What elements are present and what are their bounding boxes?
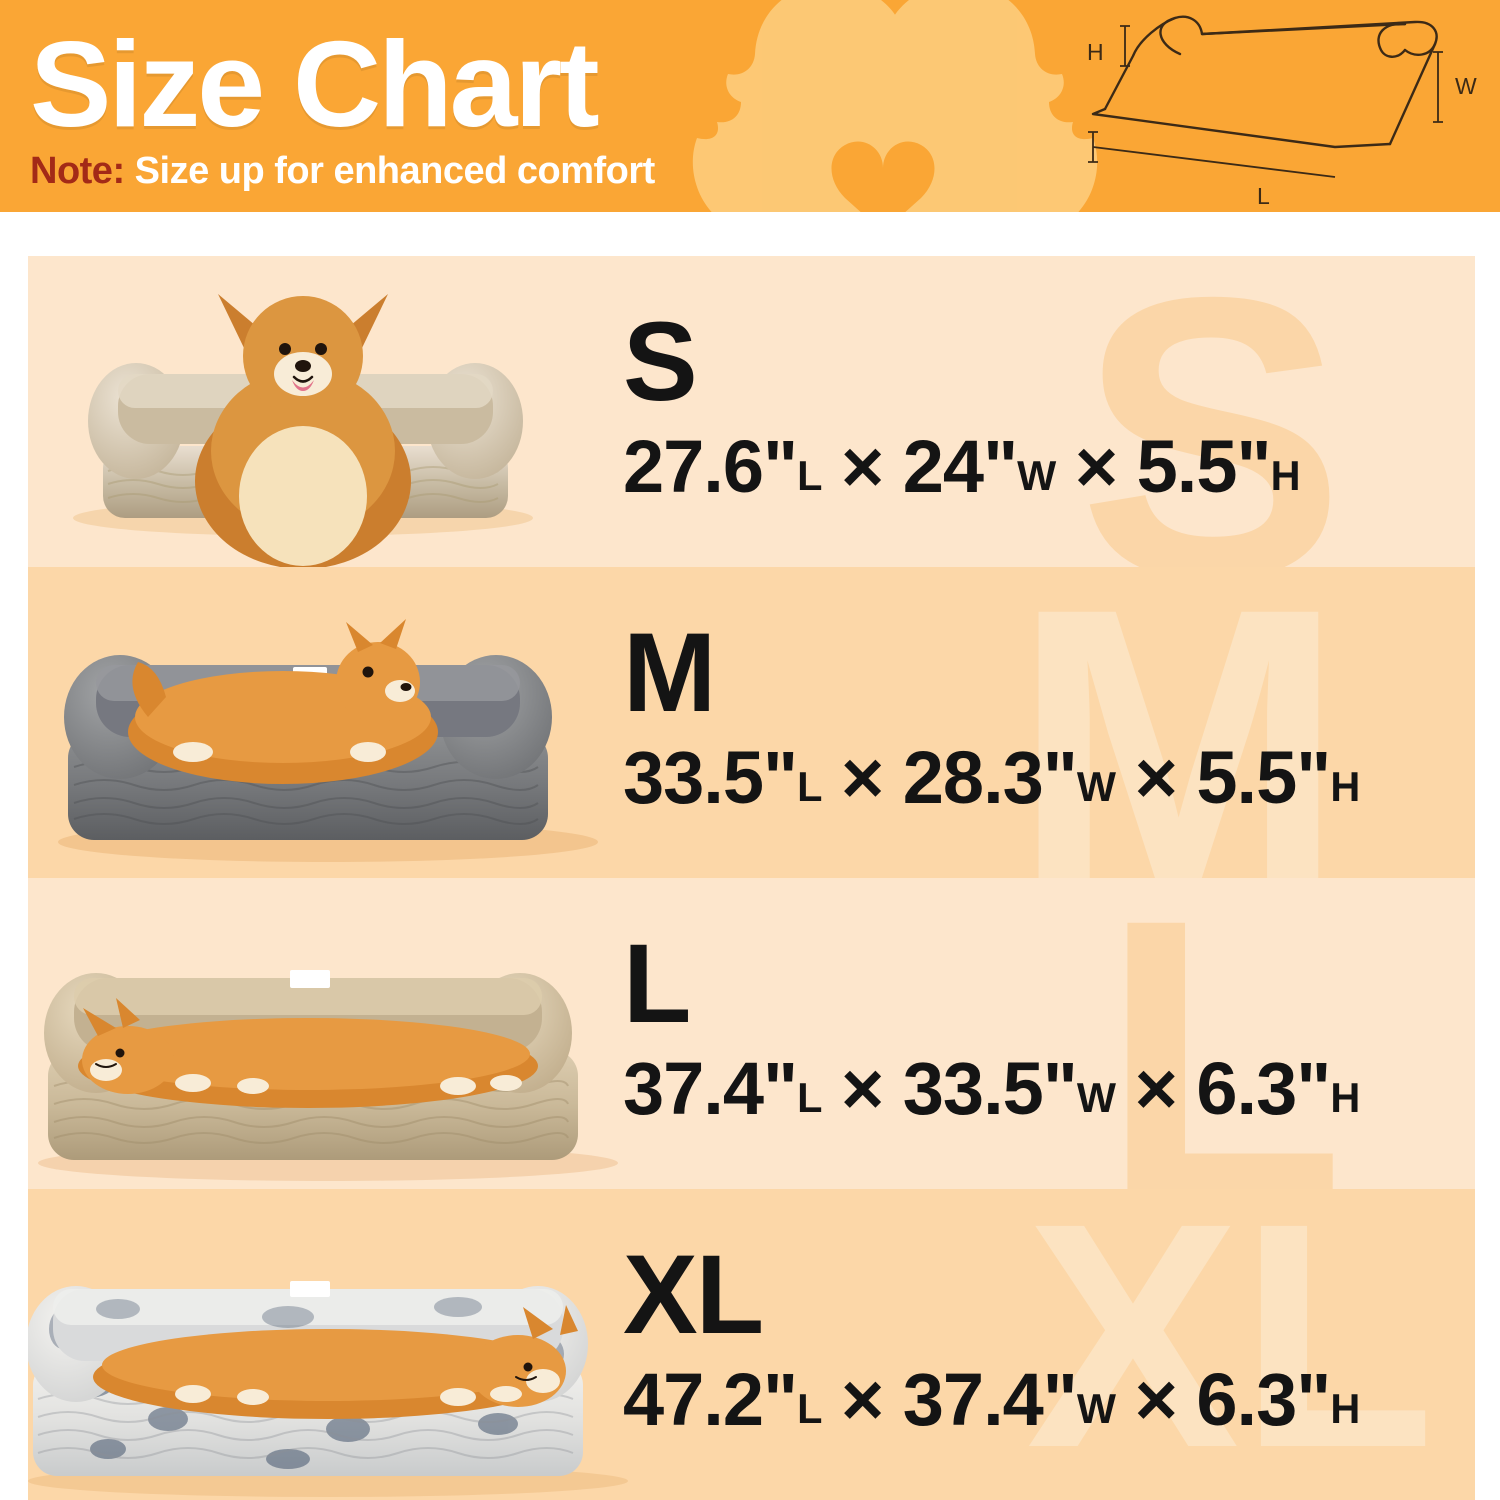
svg-text:L: L [1257, 183, 1270, 209]
svg-text:H: H [1087, 39, 1104, 65]
svg-text:W: W [1455, 73, 1477, 99]
